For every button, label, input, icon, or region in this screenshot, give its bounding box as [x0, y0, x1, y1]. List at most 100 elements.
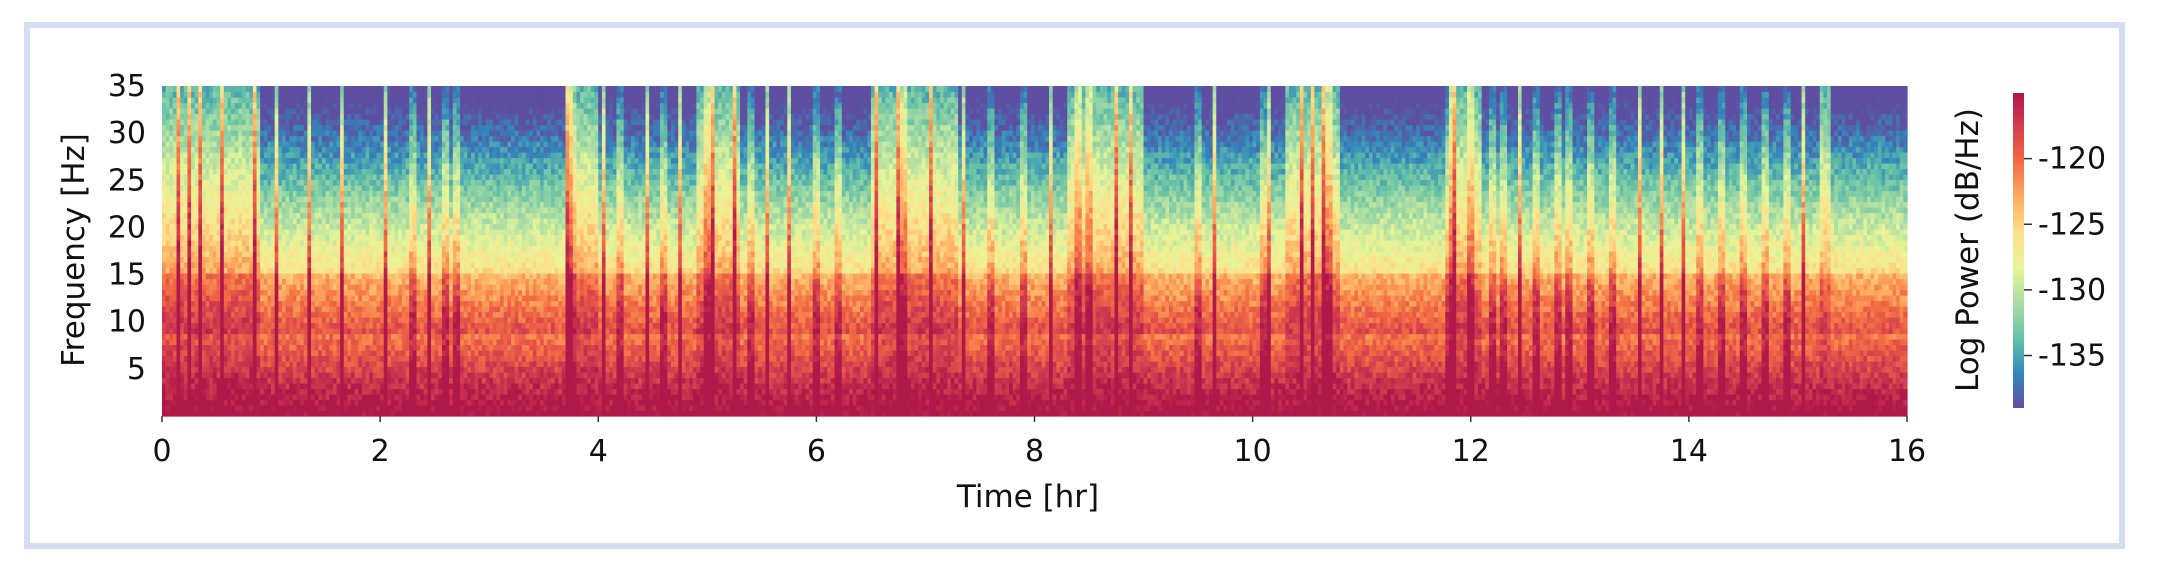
heatmap-cell [398, 86, 402, 92]
heatmap-cell [318, 405, 322, 411]
heatmap-cell [231, 207, 235, 213]
heatmap-cell [246, 350, 250, 356]
heatmap-cell [162, 251, 166, 257]
heatmap-cell [333, 213, 337, 219]
heatmap-cell [315, 108, 319, 114]
heatmap-cell [395, 180, 399, 186]
heatmap-cell [300, 295, 304, 301]
heatmap-cell [427, 334, 431, 340]
heatmap-cell [289, 334, 293, 340]
heatmap-cell [209, 273, 213, 279]
heatmap-cell [391, 224, 395, 230]
heatmap-cell [344, 284, 348, 290]
heatmap-cell [209, 185, 213, 191]
heatmap-cell [362, 97, 366, 103]
heatmap-cell [297, 405, 301, 411]
heatmap-cell [333, 345, 337, 351]
heatmap-cell [220, 290, 224, 296]
heatmap-cell [340, 290, 344, 296]
heatmap-cell [213, 141, 217, 147]
heatmap-cell [307, 92, 311, 98]
heatmap-cell [227, 312, 231, 318]
heatmap-cell [253, 312, 257, 318]
heatmap-cell [173, 136, 177, 142]
heatmap-cell [187, 268, 191, 274]
heatmap-cell [304, 356, 308, 362]
heatmap-cell [275, 411, 279, 417]
heatmap-cell [297, 240, 301, 246]
heatmap-cell [191, 152, 195, 158]
heatmap-cell [177, 273, 181, 279]
heatmap-cell [391, 114, 395, 120]
heatmap-cell [162, 350, 166, 356]
heatmap-cell [322, 130, 326, 136]
heatmap-cell [187, 147, 191, 153]
heatmap-cell [318, 350, 322, 356]
heatmap-cell [278, 213, 282, 219]
heatmap-cell [220, 317, 224, 323]
heatmap-cell [424, 119, 428, 125]
heatmap-cell [402, 328, 406, 334]
heatmap-cell [224, 240, 228, 246]
heatmap-cell [398, 383, 402, 389]
heatmap-cell [344, 97, 348, 103]
heatmap-cell [264, 147, 268, 153]
heatmap-cell [333, 158, 337, 164]
heatmap-cell [220, 257, 224, 263]
heatmap-cell [456, 301, 460, 307]
heatmap-cell [326, 301, 330, 307]
heatmap-cell [267, 268, 271, 274]
heatmap-cell [337, 334, 341, 340]
heatmap-cell [337, 284, 341, 290]
heatmap-cell [238, 367, 242, 373]
heatmap-cell [376, 196, 380, 202]
heatmap-cell [206, 295, 210, 301]
heatmap-cell [191, 174, 195, 180]
heatmap-cell [395, 405, 399, 411]
heatmap-cell [231, 389, 235, 395]
heatmap-cell [366, 345, 370, 351]
heatmap-cell [184, 163, 188, 169]
heatmap-cell [209, 262, 213, 268]
heatmap-cell [402, 97, 406, 103]
heatmap-cell [358, 411, 362, 417]
heatmap-cell [347, 411, 351, 417]
heatmap-cell [217, 290, 221, 296]
heatmap-cell [424, 136, 428, 142]
heatmap-cell [376, 163, 380, 169]
heatmap-cell [435, 141, 439, 147]
heatmap-cell [297, 108, 301, 114]
heatmap-cell [257, 290, 261, 296]
heatmap-cell [326, 196, 330, 202]
heatmap-cell [300, 152, 304, 158]
heatmap-cell [275, 400, 279, 406]
heatmap-cell [271, 268, 275, 274]
heatmap-cell [355, 383, 359, 389]
heatmap-cell [297, 152, 301, 158]
heatmap-cell [366, 372, 370, 378]
heatmap-cell [315, 130, 319, 136]
heatmap-cell [406, 218, 410, 224]
heatmap-cell [267, 152, 271, 158]
heatmap-cell [369, 356, 373, 362]
heatmap-cell [340, 147, 344, 153]
heatmap-cell [369, 240, 373, 246]
heatmap-cell [347, 345, 351, 351]
heatmap-cell [297, 114, 301, 120]
heatmap-cell [315, 103, 319, 109]
heatmap-cell [315, 367, 319, 373]
heatmap-cell [253, 273, 257, 279]
heatmap-cell [326, 268, 330, 274]
heatmap-cell [238, 224, 242, 230]
heatmap-cell [177, 119, 181, 125]
heatmap-cell [347, 86, 351, 92]
heatmap-cell [456, 411, 460, 417]
heatmap-cell [177, 317, 181, 323]
heatmap-cell [420, 251, 424, 257]
heatmap-cell [333, 361, 337, 367]
heatmap-cell [366, 169, 370, 175]
heatmap-cell [293, 356, 297, 362]
heatmap-cell [206, 163, 210, 169]
heatmap-cell [286, 378, 290, 384]
heatmap-cell [355, 295, 359, 301]
